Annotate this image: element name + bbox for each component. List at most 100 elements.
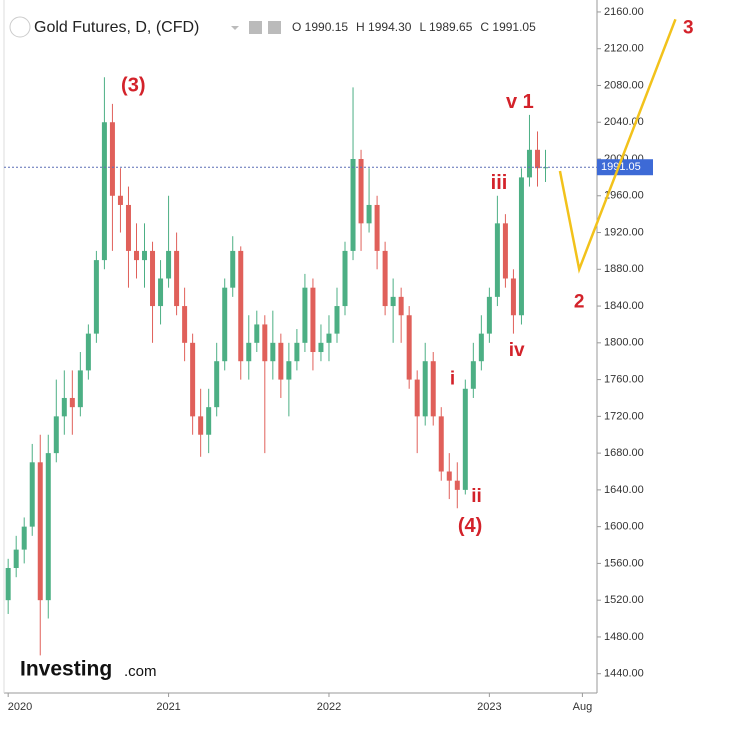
y-tick-label: 1960.00 <box>604 190 644 202</box>
candle-body <box>518 177 524 316</box>
candle-body <box>21 526 27 550</box>
y-tick-label: 2160.00 <box>604 6 644 18</box>
logo-brand: Investing <box>20 658 112 681</box>
symbol-icon <box>9 16 31 38</box>
candle-body <box>13 549 19 569</box>
candle-body <box>470 361 476 389</box>
candle-body <box>502 223 508 279</box>
candle-body <box>342 250 348 307</box>
y-tick-label: 1440.00 <box>604 668 644 680</box>
y-tick-label: 1720.00 <box>604 410 644 422</box>
candle-body <box>190 342 196 417</box>
y-tick-label: 1880.00 <box>604 263 644 275</box>
candle-body <box>182 306 188 343</box>
x-tick-label: 2021 <box>156 701 180 713</box>
candle-body <box>53 416 59 454</box>
candle-body <box>294 342 300 362</box>
y-tick-label: 1800.00 <box>604 337 644 349</box>
candle-body <box>406 315 412 380</box>
y-tick-label: 1760.00 <box>604 373 644 385</box>
last-price-label: 1991.05 <box>601 161 641 173</box>
wave-label: 3 <box>683 18 694 39</box>
wave-label: (3) <box>121 75 145 97</box>
candle-body <box>109 122 115 196</box>
y-tick-label: 1560.00 <box>604 557 644 569</box>
candle-body <box>69 397 75 408</box>
candle-body <box>326 333 332 343</box>
x-tick-label: 2022 <box>317 701 341 713</box>
y-tick-label: 1600.00 <box>604 521 644 533</box>
candle-body <box>478 333 484 362</box>
candle-body <box>142 250 148 261</box>
y-tick-label: 1680.00 <box>604 447 644 459</box>
candle-body <box>150 250 156 307</box>
y-tick-label: 2120.00 <box>604 43 644 55</box>
candle-body <box>358 159 364 224</box>
candle-body <box>238 250 244 362</box>
candle-body <box>390 296 396 307</box>
candle-body <box>422 361 428 417</box>
candle-body <box>125 204 131 251</box>
wave-label: 2 <box>574 291 585 312</box>
candle-body <box>5 568 11 601</box>
candle-body <box>158 278 164 307</box>
candle-body <box>93 260 99 334</box>
y-tick-label: 1520.00 <box>604 594 644 606</box>
y-tick-label: 2080.00 <box>604 79 644 91</box>
wave-label: ii <box>471 486 482 507</box>
ohlc-label: H 1994.30 <box>356 20 412 34</box>
candle-body <box>270 342 276 362</box>
plot-area <box>5 77 549 656</box>
candle-body <box>101 122 107 261</box>
candle-body <box>174 250 180 307</box>
candle-body <box>374 204 380 251</box>
candle-body <box>310 287 316 353</box>
candle-body <box>318 342 324 353</box>
candle-body <box>37 462 43 601</box>
wave-label: iv <box>509 340 525 361</box>
candle-body <box>438 416 444 472</box>
candle-body <box>382 250 388 307</box>
candle-body <box>486 296 492 334</box>
logo-suffix: .com <box>124 663 157 680</box>
candle-body <box>133 250 139 261</box>
candle-body <box>454 480 460 490</box>
close-icon[interactable] <box>268 21 281 34</box>
candle-body <box>398 296 404 316</box>
candle-body <box>254 324 260 343</box>
candle-body <box>334 306 340 334</box>
settings-icon[interactable] <box>249 21 262 34</box>
ohlc-label: C 1991.05 <box>480 20 536 34</box>
candle-body <box>214 361 220 408</box>
wave-label: i <box>450 369 455 390</box>
candle-body <box>117 195 123 205</box>
y-tick-label: 1480.00 <box>604 631 644 643</box>
candle-body <box>414 379 420 417</box>
last-price-box <box>597 159 653 176</box>
wave-label: iii <box>491 172 508 194</box>
projection-line <box>558 18 677 274</box>
y-tick-label: 1920.00 <box>604 226 644 238</box>
candle-body <box>77 370 83 408</box>
candle-body <box>230 250 236 288</box>
candle-body <box>29 462 35 527</box>
candle-body <box>198 416 204 435</box>
candle-body <box>85 333 91 371</box>
wave-label: v 1 <box>506 91 534 113</box>
legend-header: Gold Futures, D, (CFD) <box>9 16 281 38</box>
dropdown-icon[interactable] <box>231 26 239 30</box>
candle-body <box>278 342 284 380</box>
candle-body <box>534 149 540 169</box>
candle-body <box>246 342 252 362</box>
y-tick-label: 1840.00 <box>604 300 644 312</box>
candle-body <box>206 407 212 435</box>
candle-body <box>510 278 516 316</box>
wave-label: (4) <box>458 515 482 537</box>
candle-body <box>526 149 532 178</box>
x-tick-label: 2023 <box>477 701 501 713</box>
candle-body <box>262 324 268 362</box>
x-tick-label: 2020 <box>8 701 32 713</box>
